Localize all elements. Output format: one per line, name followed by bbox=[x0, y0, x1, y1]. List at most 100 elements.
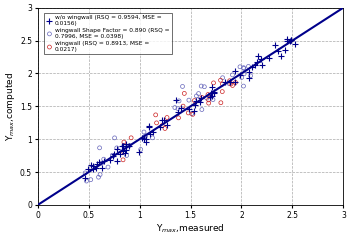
wingwall Shape Factor = 0.890 (RSQ =
0.7996, MSE = 0.0398) bbox=[112, 136, 117, 140]
wingwall Shape Factor = 0.890 (RSQ =
0.7996, MSE = 0.0398) bbox=[220, 76, 225, 80]
w/o wingwall (RSQ = 0.9594, MSE =
0.0156) bbox=[146, 125, 152, 129]
wingwall Shape Factor = 0.890 (RSQ =
0.7996, MSE = 0.0398) bbox=[199, 108, 205, 111]
wingwall (RSQ = 0.8913, MSE =
0.0217) bbox=[199, 96, 205, 99]
w/o wingwall (RSQ = 0.9594, MSE =
0.0156) bbox=[266, 56, 272, 60]
wingwall Shape Factor = 0.890 (RSQ =
0.7996, MSE = 0.0398) bbox=[143, 134, 149, 138]
w/o wingwall (RSQ = 0.9594, MSE =
0.0156) bbox=[139, 136, 144, 140]
wingwall Shape Factor = 0.890 (RSQ =
0.7996, MSE = 0.0398) bbox=[101, 157, 106, 161]
w/o wingwall (RSQ = 0.9594, MSE =
0.0156) bbox=[159, 118, 165, 122]
w/o wingwall (RSQ = 0.9594, MSE =
0.0156) bbox=[111, 152, 117, 156]
w/o wingwall (RSQ = 0.9594, MSE =
0.0156) bbox=[157, 125, 163, 129]
wingwall (RSQ = 0.8913, MSE =
0.0217) bbox=[228, 82, 234, 86]
w/o wingwall (RSQ = 0.9594, MSE =
0.0156) bbox=[191, 109, 196, 113]
w/o wingwall (RSQ = 0.9594, MSE =
0.0156) bbox=[136, 150, 142, 154]
w/o wingwall (RSQ = 0.9594, MSE =
0.0156) bbox=[232, 80, 238, 84]
w/o wingwall (RSQ = 0.9594, MSE =
0.0156) bbox=[209, 94, 215, 98]
w/o wingwall (RSQ = 0.9594, MSE =
0.0156) bbox=[287, 39, 293, 43]
w/o wingwall (RSQ = 0.9594, MSE =
0.0156) bbox=[292, 43, 298, 46]
w/o wingwall (RSQ = 0.9594, MSE =
0.0156) bbox=[173, 98, 179, 102]
wingwall Shape Factor = 0.890 (RSQ =
0.7996, MSE = 0.0398) bbox=[180, 85, 185, 88]
wingwall Shape Factor = 0.890 (RSQ =
0.7996, MSE = 0.0398) bbox=[204, 96, 210, 100]
wingwall (RSQ = 0.8913, MSE =
0.0217) bbox=[160, 124, 165, 127]
w/o wingwall (RSQ = 0.9594, MSE =
0.0156) bbox=[117, 152, 123, 156]
w/o wingwall (RSQ = 0.9594, MSE =
0.0156) bbox=[288, 38, 294, 42]
wingwall Shape Factor = 0.890 (RSQ =
0.7996, MSE = 0.0398) bbox=[226, 82, 232, 86]
wingwall Shape Factor = 0.890 (RSQ =
0.7996, MSE = 0.0398) bbox=[241, 84, 246, 88]
w/o wingwall (RSQ = 0.9594, MSE =
0.0156) bbox=[97, 160, 102, 163]
wingwall (RSQ = 0.8913, MSE =
0.0217) bbox=[176, 116, 181, 120]
wingwall Shape Factor = 0.890 (RSQ =
0.7996, MSE = 0.0398) bbox=[97, 146, 103, 150]
wingwall (RSQ = 0.8913, MSE =
0.0217) bbox=[182, 92, 187, 95]
wingwall Shape Factor = 0.890 (RSQ =
0.7996, MSE = 0.0398) bbox=[127, 144, 132, 147]
wingwall Shape Factor = 0.890 (RSQ =
0.7996, MSE = 0.0398) bbox=[138, 147, 144, 151]
wingwall (RSQ = 0.8913, MSE =
0.0217) bbox=[190, 112, 196, 116]
w/o wingwall (RSQ = 0.9594, MSE =
0.0156) bbox=[88, 163, 94, 167]
wingwall Shape Factor = 0.890 (RSQ =
0.7996, MSE = 0.0398) bbox=[150, 136, 155, 140]
w/o wingwall (RSQ = 0.9594, MSE =
0.0156) bbox=[197, 100, 202, 104]
wingwall (RSQ = 0.8913, MSE =
0.0217) bbox=[218, 101, 224, 105]
w/o wingwall (RSQ = 0.9594, MSE =
0.0156) bbox=[209, 91, 214, 95]
wingwall (RSQ = 0.8913, MSE =
0.0217) bbox=[227, 79, 232, 83]
w/o wingwall (RSQ = 0.9594, MSE =
0.0156) bbox=[114, 159, 120, 163]
w/o wingwall (RSQ = 0.9594, MSE =
0.0156) bbox=[192, 103, 198, 107]
w/o wingwall (RSQ = 0.9594, MSE =
0.0156) bbox=[120, 145, 126, 148]
w/o wingwall (RSQ = 0.9594, MSE =
0.0156) bbox=[282, 48, 287, 52]
w/o wingwall (RSQ = 0.9594, MSE =
0.0156) bbox=[122, 151, 128, 155]
w/o wingwall (RSQ = 0.9594, MSE =
0.0156) bbox=[249, 65, 254, 69]
wingwall (RSQ = 0.8913, MSE =
0.0217) bbox=[153, 113, 159, 117]
w/o wingwall (RSQ = 0.9594, MSE =
0.0156) bbox=[209, 85, 215, 89]
wingwall (RSQ = 0.8913, MSE =
0.0217) bbox=[186, 111, 191, 115]
w/o wingwall (RSQ = 0.9594, MSE =
0.0156) bbox=[123, 142, 129, 146]
w/o wingwall (RSQ = 0.9594, MSE =
0.0156) bbox=[187, 107, 192, 111]
w/o wingwall (RSQ = 0.9594, MSE =
0.0156) bbox=[232, 69, 238, 73]
wingwall Shape Factor = 0.890 (RSQ =
0.7996, MSE = 0.0398) bbox=[141, 130, 147, 134]
w/o wingwall (RSQ = 0.9594, MSE =
0.0156) bbox=[175, 110, 181, 114]
w/o wingwall (RSQ = 0.9594, MSE =
0.0156) bbox=[246, 70, 252, 74]
wingwall Shape Factor = 0.890 (RSQ =
0.7996, MSE = 0.0398) bbox=[186, 98, 192, 102]
wingwall (RSQ = 0.8913, MSE =
0.0217) bbox=[218, 78, 223, 82]
w/o wingwall (RSQ = 0.9594, MSE =
0.0156) bbox=[198, 96, 203, 100]
wingwall Shape Factor = 0.890 (RSQ =
0.7996, MSE = 0.0398) bbox=[97, 173, 103, 176]
w/o wingwall (RSQ = 0.9594, MSE =
0.0156) bbox=[278, 54, 284, 58]
w/o wingwall (RSQ = 0.9594, MSE =
0.0156) bbox=[193, 99, 198, 103]
wingwall Shape Factor = 0.890 (RSQ =
0.7996, MSE = 0.0398) bbox=[196, 92, 201, 95]
w/o wingwall (RSQ = 0.9594, MSE =
0.0156) bbox=[111, 154, 116, 158]
wingwall Shape Factor = 0.890 (RSQ =
0.7996, MSE = 0.0398) bbox=[105, 165, 111, 169]
wingwall Shape Factor = 0.890 (RSQ =
0.7996, MSE = 0.0398) bbox=[172, 106, 178, 109]
w/o wingwall (RSQ = 0.9594, MSE =
0.0156) bbox=[107, 158, 112, 162]
wingwall Shape Factor = 0.890 (RSQ =
0.7996, MSE = 0.0398) bbox=[121, 144, 127, 147]
w/o wingwall (RSQ = 0.9594, MSE =
0.0156) bbox=[161, 118, 167, 121]
w/o wingwall (RSQ = 0.9594, MSE =
0.0156) bbox=[102, 159, 107, 163]
X-axis label: Y$_{max}$,measured: Y$_{max}$,measured bbox=[156, 222, 225, 235]
w/o wingwall (RSQ = 0.9594, MSE =
0.0156) bbox=[258, 57, 264, 61]
w/o wingwall (RSQ = 0.9594, MSE =
0.0156) bbox=[120, 149, 126, 152]
w/o wingwall (RSQ = 0.9594, MSE =
0.0156) bbox=[114, 147, 120, 151]
w/o wingwall (RSQ = 0.9594, MSE =
0.0156) bbox=[164, 123, 169, 127]
w/o wingwall (RSQ = 0.9594, MSE =
0.0156) bbox=[90, 167, 96, 171]
wingwall (RSQ = 0.8913, MSE =
0.0217) bbox=[162, 127, 168, 130]
w/o wingwall (RSQ = 0.9594, MSE =
0.0156) bbox=[208, 95, 213, 99]
w/o wingwall (RSQ = 0.9594, MSE =
0.0156) bbox=[147, 132, 153, 136]
w/o wingwall (RSQ = 0.9594, MSE =
0.0156) bbox=[255, 54, 261, 58]
wingwall Shape Factor = 0.890 (RSQ =
0.7996, MSE = 0.0398) bbox=[202, 85, 207, 89]
wingwall Shape Factor = 0.890 (RSQ =
0.7996, MSE = 0.0398) bbox=[210, 98, 216, 102]
w/o wingwall (RSQ = 0.9594, MSE =
0.0156) bbox=[254, 60, 259, 64]
wingwall (RSQ = 0.8913, MSE =
0.0217) bbox=[230, 84, 235, 87]
wingwall (RSQ = 0.8913, MSE =
0.0217) bbox=[219, 90, 225, 93]
w/o wingwall (RSQ = 0.9594, MSE =
0.0156) bbox=[126, 145, 132, 148]
w/o wingwall (RSQ = 0.9594, MSE =
0.0156) bbox=[212, 91, 217, 95]
w/o wingwall (RSQ = 0.9594, MSE =
0.0156) bbox=[120, 144, 125, 148]
wingwall Shape Factor = 0.890 (RSQ =
0.7996, MSE = 0.0398) bbox=[241, 66, 246, 70]
w/o wingwall (RSQ = 0.9594, MSE =
0.0156) bbox=[259, 63, 265, 67]
w/o wingwall (RSQ = 0.9594, MSE =
0.0156) bbox=[100, 166, 105, 170]
w/o wingwall (RSQ = 0.9594, MSE =
0.0156) bbox=[227, 80, 233, 84]
w/o wingwall (RSQ = 0.9594, MSE =
0.0156) bbox=[237, 73, 243, 77]
wingwall Shape Factor = 0.890 (RSQ =
0.7996, MSE = 0.0398) bbox=[237, 65, 243, 69]
w/o wingwall (RSQ = 0.9594, MSE =
0.0156) bbox=[94, 162, 100, 166]
wingwall Shape Factor = 0.890 (RSQ =
0.7996, MSE = 0.0398) bbox=[241, 66, 246, 70]
w/o wingwall (RSQ = 0.9594, MSE =
0.0156) bbox=[272, 43, 278, 47]
w/o wingwall (RSQ = 0.9594, MSE =
0.0156) bbox=[93, 166, 99, 170]
wingwall Shape Factor = 0.890 (RSQ =
0.7996, MSE = 0.0398) bbox=[82, 171, 88, 175]
w/o wingwall (RSQ = 0.9594, MSE =
0.0156) bbox=[284, 39, 290, 43]
w/o wingwall (RSQ = 0.9594, MSE =
0.0156) bbox=[223, 80, 228, 84]
